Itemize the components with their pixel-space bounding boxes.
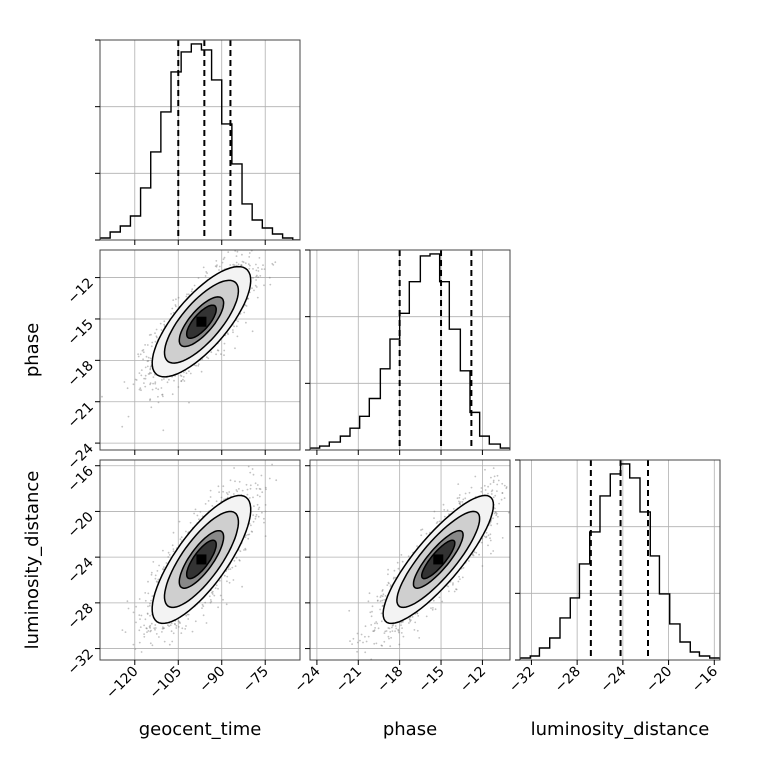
panel-border [99, 459, 301, 661]
joint-panel-phase-luminosity_distance: −24 −21 −18 −15 −12 [292, 459, 511, 696]
contour-line [382, 494, 495, 625]
panel-content [100, 40, 300, 240]
contour-line [185, 304, 217, 340]
hist-panel-luminosity_distance: −32 −28 −24 −20 −16 [506, 459, 721, 696]
contour-line [151, 494, 252, 625]
panel-content [520, 460, 720, 660]
histogram-luminosity_distance [520, 463, 720, 660]
panel-border [309, 459, 511, 661]
panel-border [309, 249, 511, 451]
density-peak [433, 554, 444, 565]
joint-panel-geocent_time-phase: −24−21−18−15−12 [65, 249, 301, 473]
panel-content [100, 250, 300, 450]
contour-line [178, 296, 225, 348]
hist-panel-geocent_time [95, 39, 301, 245]
density-peak [196, 316, 207, 327]
density-peak [196, 554, 207, 565]
xlabel-luminosity-distance: luminosity_distance [531, 719, 710, 740]
contour-line [420, 539, 456, 580]
panel-border [519, 459, 721, 661]
contour-line [185, 539, 217, 580]
joint-panel-geocent_time-luminosity_distance: −120 −105 −90 −75−32−28−24−20−16 [65, 459, 301, 702]
xlabel-geocent-time: geocent_time [139, 719, 262, 740]
panel-border [99, 39, 301, 241]
panel-content [310, 460, 510, 660]
panel-border [99, 249, 301, 451]
contour-line [178, 529, 225, 589]
contour-line [396, 510, 481, 609]
hist-panel-phase [305, 249, 511, 455]
panel-background [100, 40, 300, 240]
contour-line [151, 265, 252, 378]
panel-content [100, 460, 300, 660]
ylabel-luminosity-distance: luminosity_distance [22, 471, 43, 650]
xlabel-phase: phase [383, 719, 437, 740]
histogram-phase [310, 253, 510, 450]
ylabel-phase: phase [22, 323, 43, 377]
histogram-geocent_time [100, 43, 300, 240]
contour-line [163, 279, 240, 364]
contour-line [412, 529, 464, 589]
panel-content [310, 250, 510, 450]
contour-line [163, 510, 240, 609]
